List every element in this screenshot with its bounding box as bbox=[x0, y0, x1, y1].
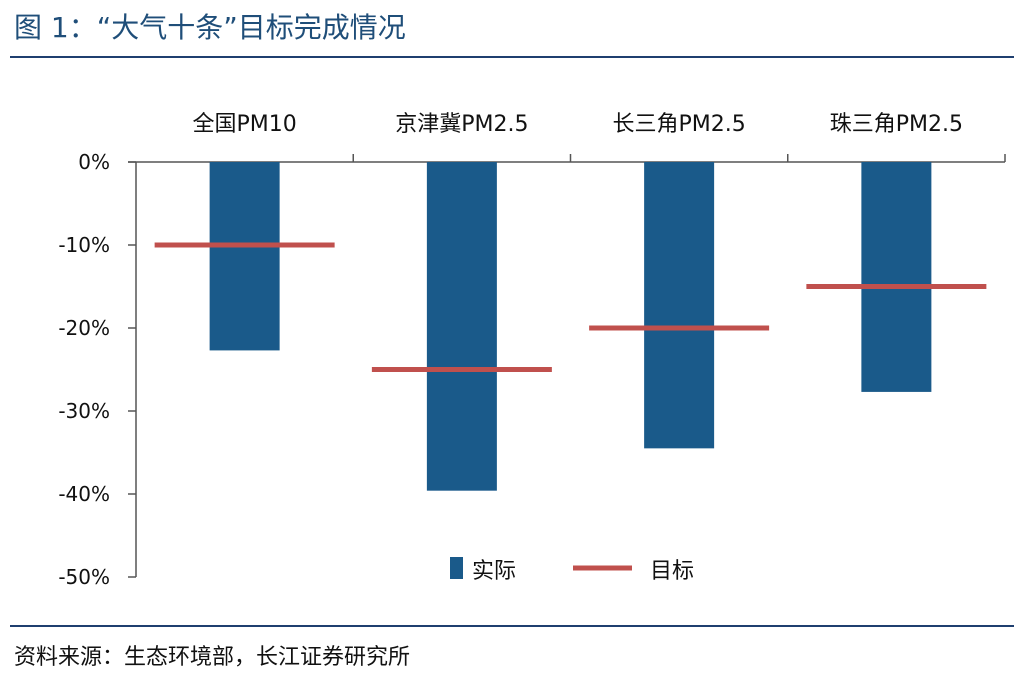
category-label: 珠三角PM2.5 bbox=[830, 112, 963, 137]
bottom-rule bbox=[10, 625, 1014, 627]
bar-actual bbox=[644, 162, 715, 449]
labels-layer: 全国PM10 京津冀PM2.5 长三角PM2.5 珠三角PM2.5 bbox=[193, 112, 964, 137]
legend-label-target: 目标 bbox=[650, 559, 694, 584]
y-tick-label: 0% bbox=[78, 150, 110, 174]
targets-layer bbox=[154, 242, 987, 372]
y-tick-label: -40% bbox=[58, 482, 110, 506]
y-tick-label: -50% bbox=[58, 565, 110, 589]
y-tick-label: -10% bbox=[58, 233, 110, 257]
y-tick-label: -20% bbox=[58, 316, 110, 340]
category-label: 京津冀PM2.5 bbox=[395, 112, 528, 137]
legend: 实际 目标 bbox=[450, 557, 694, 584]
top-rule bbox=[10, 56, 1014, 58]
legend-label-actual: 实际 bbox=[472, 559, 516, 584]
bar-actual bbox=[426, 162, 497, 491]
legend-swatch-actual bbox=[450, 557, 463, 579]
category-label: 长三角PM2.5 bbox=[613, 112, 746, 137]
category-label: 全国PM10 bbox=[193, 112, 297, 137]
bar-actual bbox=[209, 162, 280, 351]
bar-actual bbox=[861, 162, 932, 392]
y-tick-label: -30% bbox=[58, 399, 110, 423]
source-note: 资料来源：生态环境部，长江证券研究所 bbox=[14, 645, 411, 670]
bars-layer bbox=[209, 162, 932, 491]
figure-title: 图 1：“大气十条”目标完成情况 bbox=[14, 11, 406, 44]
